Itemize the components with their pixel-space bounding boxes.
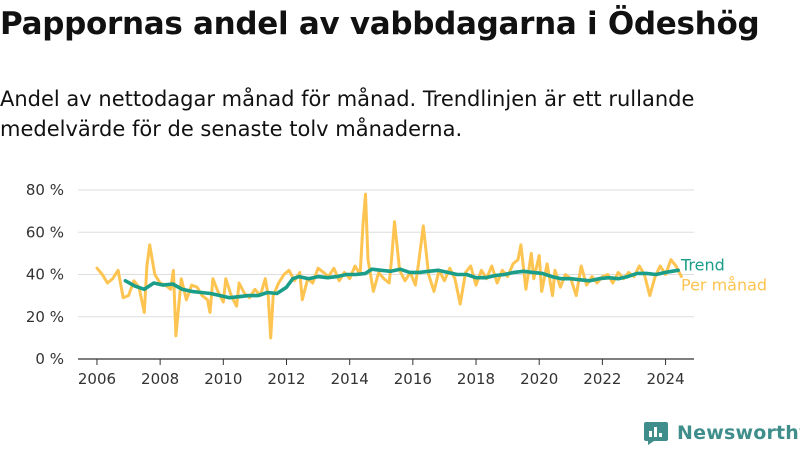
newsworthy-logo-icon xyxy=(644,422,668,445)
line-chart: 0 % 20 % 40 % 60 % 80 % 2006 2008 2010 2012 2014… xyxy=(26,181,767,388)
gridlines xyxy=(78,189,694,318)
y-tick-label: 40 % xyxy=(26,266,64,284)
chart-subtitle: Andel av nettodagar månad för månad. Tre… xyxy=(0,87,695,141)
y-tick-label: 20 % xyxy=(26,308,64,326)
series-lines xyxy=(95,192,683,340)
y-tick-label: 60 % xyxy=(26,223,64,241)
x-axis: 2006 2008 2010 2012 2014 2016 2018 2020 2022 2024 xyxy=(78,358,694,388)
brand: Newsworthy xyxy=(643,420,800,446)
series-line-trend xyxy=(123,267,680,300)
series-label-trend: Trend xyxy=(680,255,725,274)
x-tick-label: 2018 xyxy=(457,370,495,388)
x-tick-label: 2014 xyxy=(331,370,369,388)
x-tick-label: 2024 xyxy=(646,370,684,388)
series-labels: Trend Per månad xyxy=(680,255,767,294)
x-tick-label: 2006 xyxy=(78,370,116,388)
brand-name: Newsworthy xyxy=(677,422,800,444)
x-tick-label: 2012 xyxy=(267,370,305,388)
x-tick-label: 2010 xyxy=(204,370,242,388)
x-tick-label: 2022 xyxy=(583,370,621,388)
x-tick-label: 2020 xyxy=(520,370,558,388)
series-line-per-manad xyxy=(95,192,683,340)
x-tick-label: 2016 xyxy=(394,370,432,388)
chart-title: Pappornas andel av vabbdagarna i Ödeshög xyxy=(0,6,760,42)
x-tick-label: 2008 xyxy=(141,370,179,388)
series-label-per-manad: Per månad xyxy=(681,276,767,295)
y-tick-label: 0 % xyxy=(35,350,64,368)
y-tick-label: 80 % xyxy=(26,181,64,199)
y-axis: 0 % 20 % 40 % 60 % 80 % xyxy=(26,181,64,368)
